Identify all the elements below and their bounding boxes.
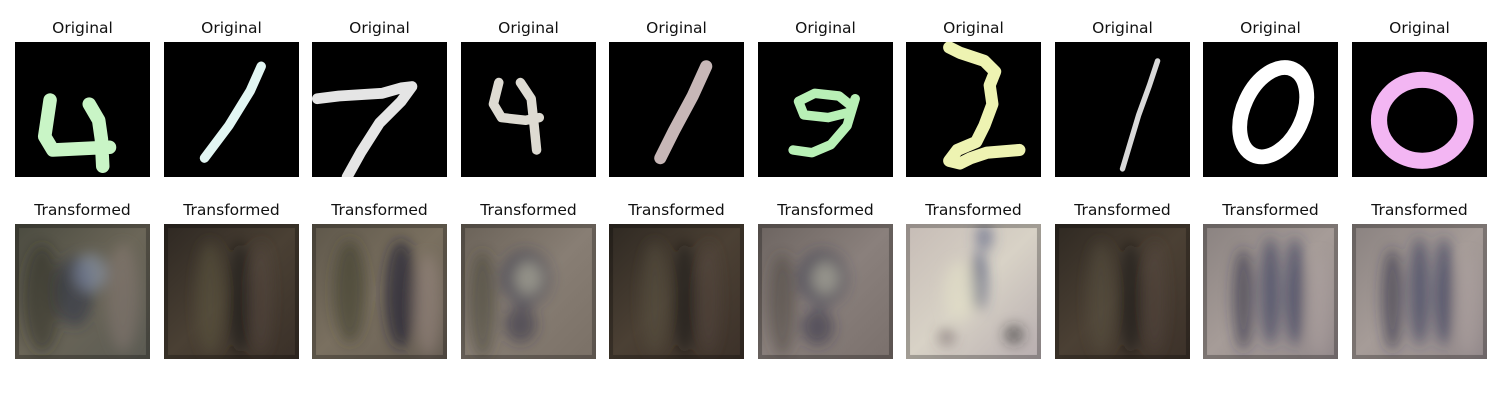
transformed-panel: Transformed xyxy=(758,200,893,360)
transformed-digit-image xyxy=(164,224,299,359)
transformed-digit-image xyxy=(461,224,596,359)
original-digit-image xyxy=(1055,42,1190,177)
original-digit-image xyxy=(164,42,299,177)
original-digit-image xyxy=(758,42,893,177)
transformed-panel: Transformed xyxy=(15,200,150,360)
original-digit-image xyxy=(312,42,447,177)
transformed-panel-title: Transformed xyxy=(1074,201,1171,219)
transformed-panel: Transformed xyxy=(1203,200,1338,360)
transformed-panel-title: Transformed xyxy=(628,201,725,219)
transformed-digit-image xyxy=(1352,224,1487,359)
transformed-panel-title: Transformed xyxy=(331,201,428,219)
original-panel-title: Original xyxy=(201,19,262,37)
transformed-panel: Transformed xyxy=(609,200,744,360)
transformed-panel: Transformed xyxy=(1352,200,1487,360)
transformed-panel: Transformed xyxy=(906,200,1041,360)
original-panel: Original xyxy=(906,18,1041,178)
original-panel: Original xyxy=(1352,18,1487,178)
transformed-panel-title: Transformed xyxy=(1222,201,1319,219)
transformed-panel-title: Transformed xyxy=(777,201,874,219)
original-panel: Original xyxy=(1203,18,1338,178)
transformed-panel-title: Transformed xyxy=(183,201,280,219)
original-digit-image xyxy=(1203,42,1338,177)
transformed-digit-image xyxy=(906,224,1041,359)
original-panel-title: Original xyxy=(646,19,707,37)
transformed-panel: Transformed xyxy=(312,200,447,360)
transformed-panel-title: Transformed xyxy=(480,201,577,219)
original-panel-title: Original xyxy=(943,19,1004,37)
original-panel: Original xyxy=(609,18,744,178)
original-panel: Original xyxy=(1055,18,1190,178)
original-digit-image xyxy=(15,42,150,177)
original-panel: Original xyxy=(164,18,299,178)
original-panel: Original xyxy=(15,18,150,178)
transformed-digit-image xyxy=(758,224,893,359)
original-panel-title: Original xyxy=(498,19,559,37)
transformed-panel-title: Transformed xyxy=(1371,201,1468,219)
transformed-digit-image xyxy=(1203,224,1338,359)
original-panel-title: Original xyxy=(349,19,410,37)
transformed-digit-image xyxy=(312,224,447,359)
original-row: Original Original Original Original Original… xyxy=(0,18,1500,178)
original-panel-title: Original xyxy=(795,19,856,37)
original-digit-image xyxy=(906,42,1041,177)
original-digit-image xyxy=(461,42,596,177)
transformed-panel: Transformed xyxy=(461,200,596,360)
transformed-digit-image xyxy=(609,224,744,359)
original-digit-image xyxy=(1352,42,1487,177)
original-panel-title: Original xyxy=(1240,19,1301,37)
transformed-digit-image xyxy=(15,224,150,359)
original-panel: Original xyxy=(758,18,893,178)
transformed-panel: Transformed xyxy=(1055,200,1190,360)
transformed-panel: Transformed xyxy=(164,200,299,360)
transformed-panel-title: Transformed xyxy=(34,201,131,219)
original-digit-image xyxy=(609,42,744,177)
original-panel: Original xyxy=(461,18,596,178)
transformed-row: Transformed Transformed Transformed Transfo… xyxy=(0,200,1500,360)
original-panel: Original xyxy=(312,18,447,178)
original-panel-title: Original xyxy=(1389,19,1450,37)
original-panel-title: Original xyxy=(52,19,113,37)
transformed-digit-image xyxy=(1055,224,1190,359)
transformed-panel-title: Transformed xyxy=(925,201,1022,219)
original-panel-title: Original xyxy=(1092,19,1153,37)
